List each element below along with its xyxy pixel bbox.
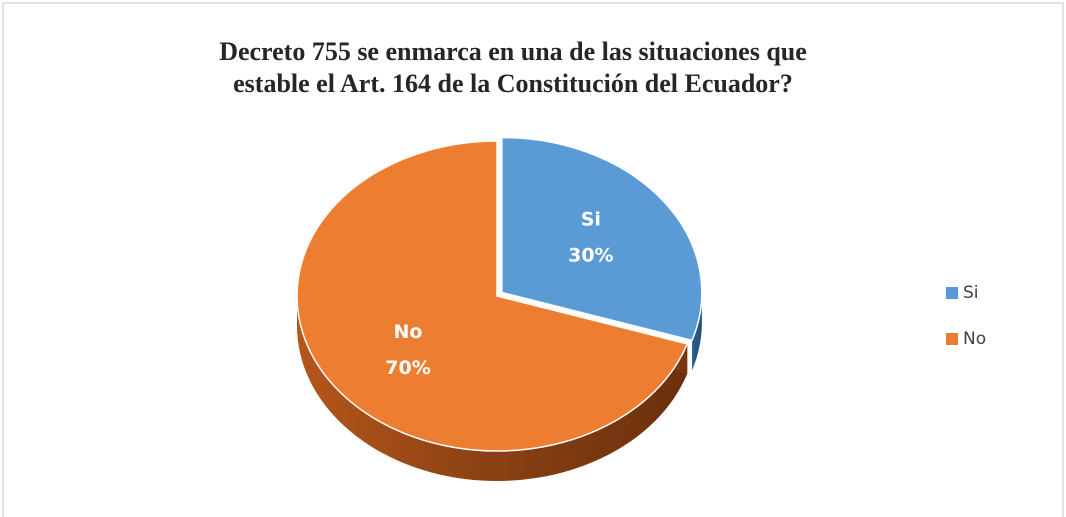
legend-swatch [946, 287, 958, 299]
data-label-category: Si [581, 208, 601, 230]
slice-side [297, 296, 688, 481]
legend-label: Si [963, 283, 979, 303]
slice [296, 140, 689, 452]
legend-label: No [963, 329, 986, 349]
legend-swatch [946, 333, 958, 345]
slice-side [692, 292, 702, 371]
data-label-value: 70% [385, 357, 430, 379]
data-label-value: 30% [568, 244, 613, 266]
data-label-category: No [394, 321, 423, 343]
chart-title: Decreto 755 se enmarca en una de las sit… [219, 37, 807, 98]
slice [501, 136, 703, 342]
